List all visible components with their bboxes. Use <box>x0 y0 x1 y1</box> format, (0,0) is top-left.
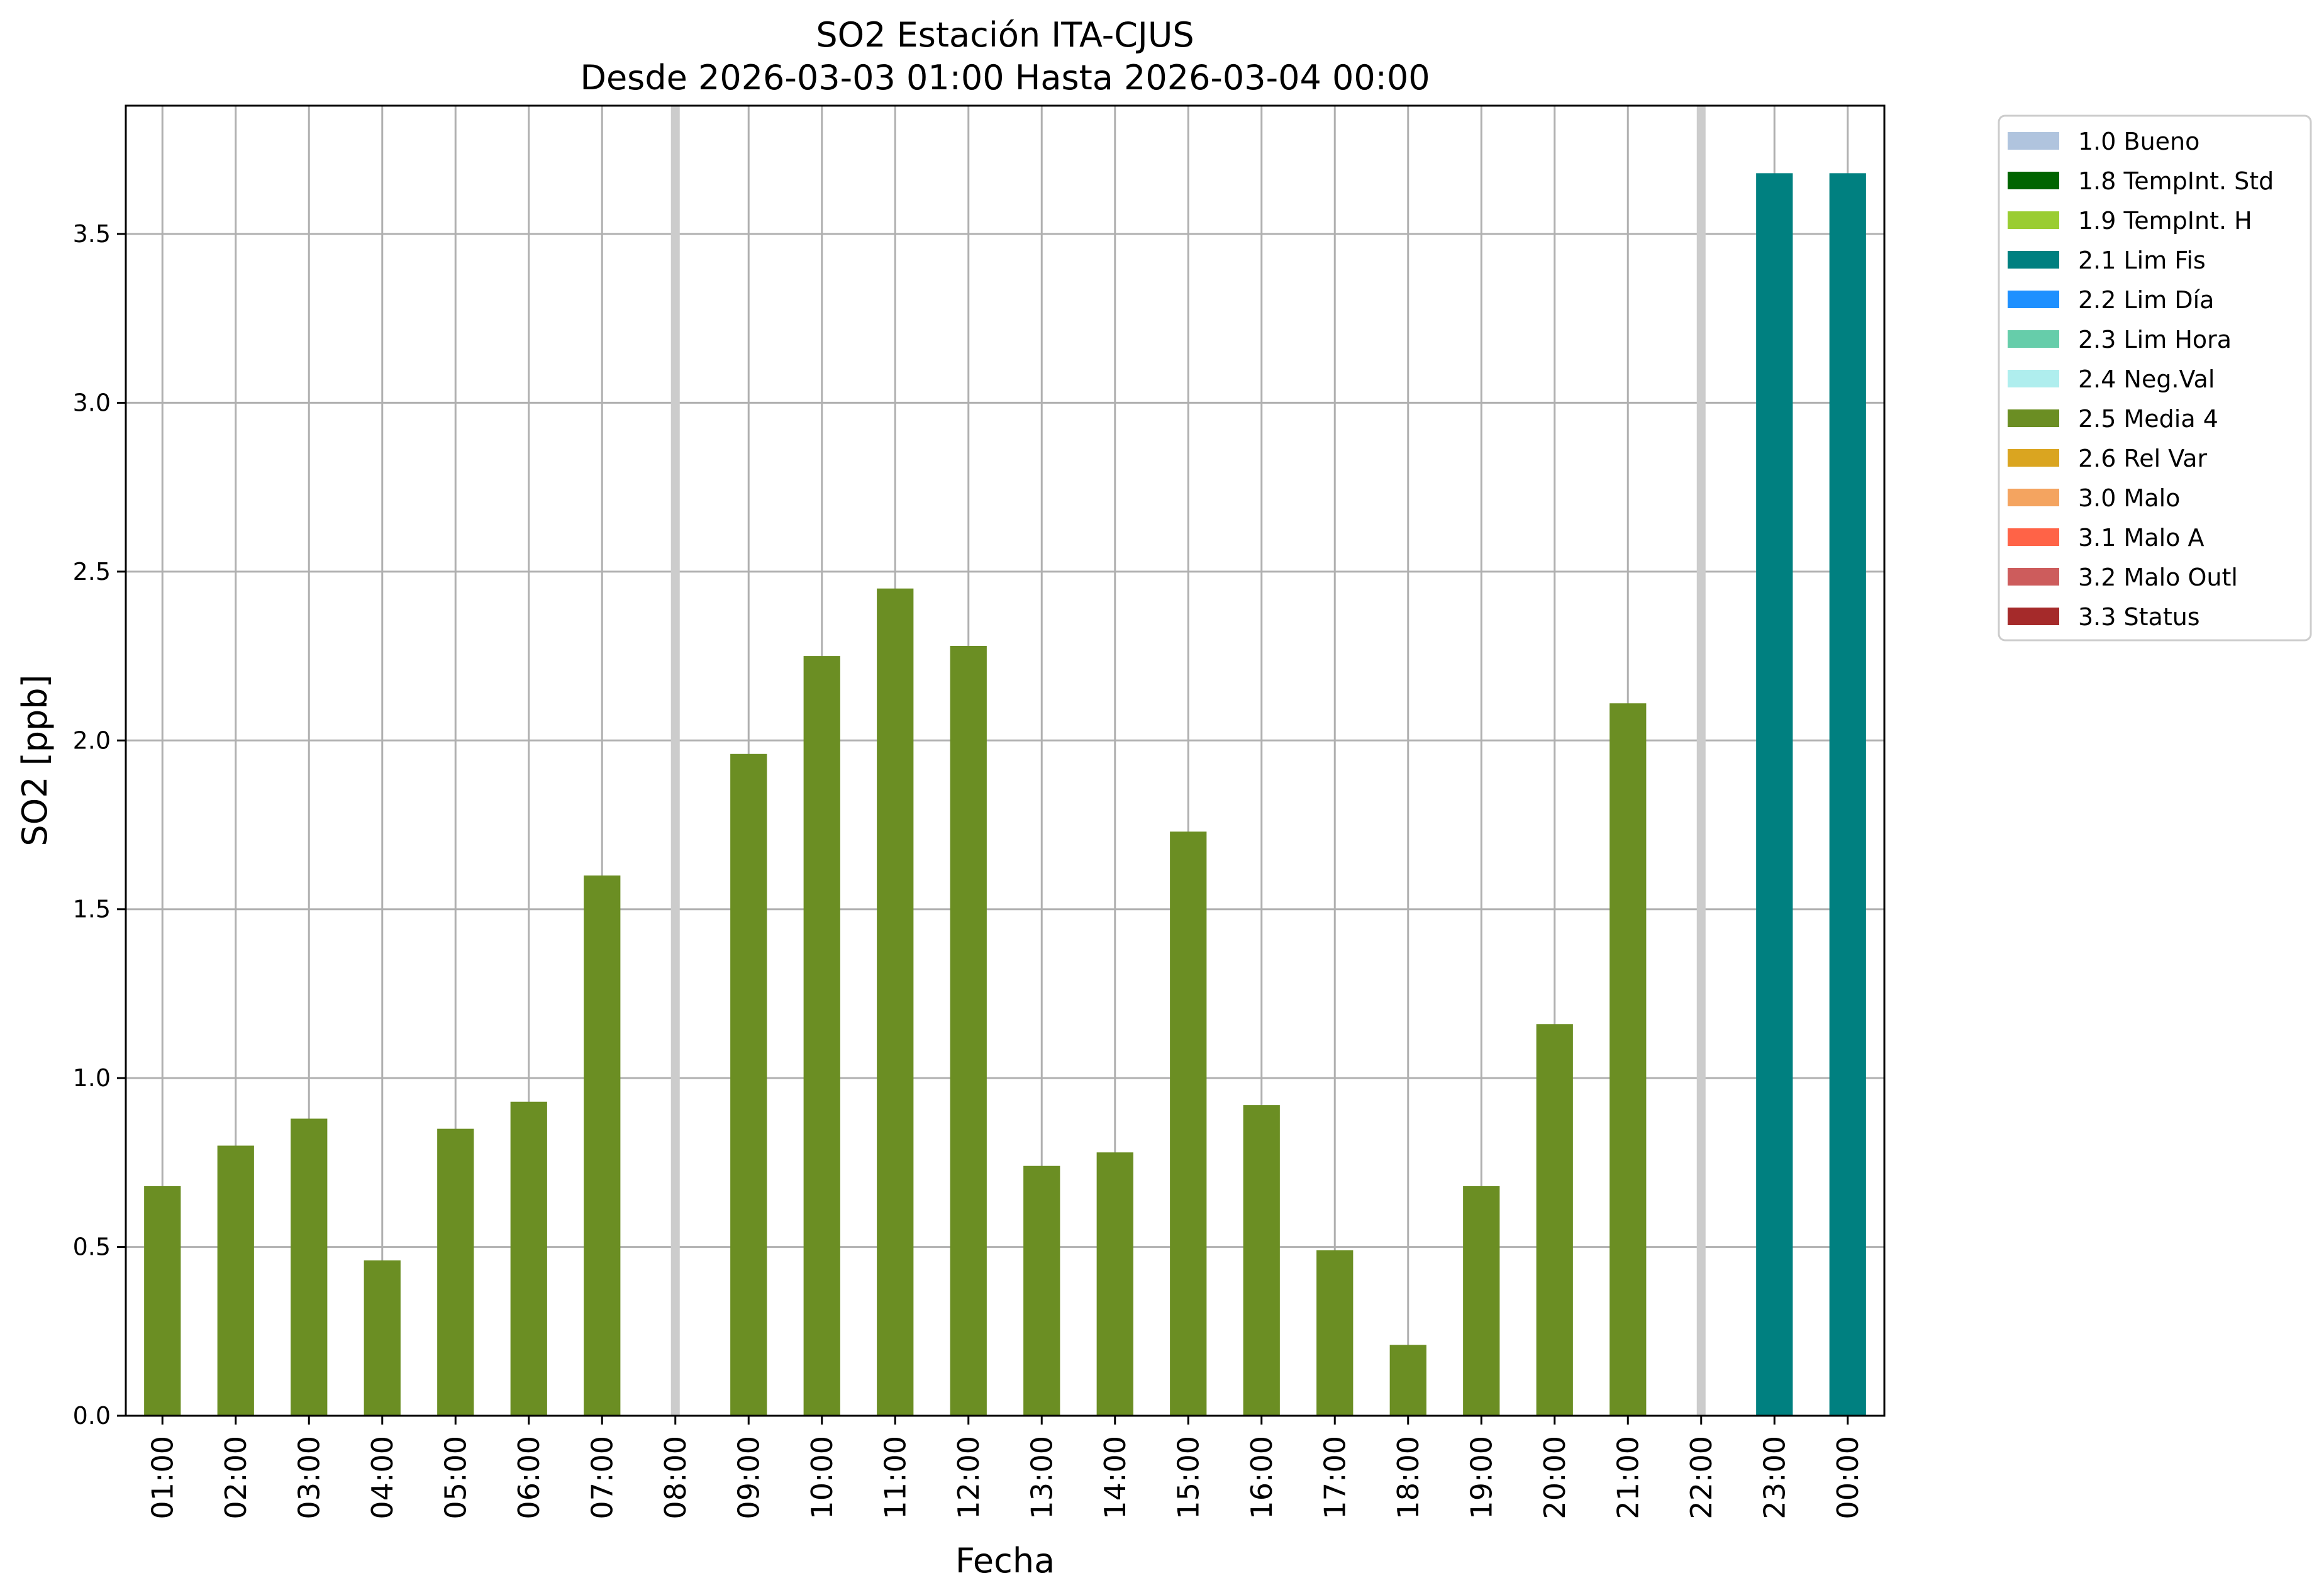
bars <box>144 173 1866 1416</box>
legend-entry: 3.3 Status <box>2078 603 2200 631</box>
bar-12:00 <box>950 645 987 1416</box>
bar-02:00 <box>217 1145 254 1416</box>
legend-entry: 1.9 TempInt. H <box>2078 207 2252 235</box>
bar-14:00 <box>1096 1152 1133 1416</box>
legend-swatch <box>2008 370 2059 387</box>
y-axis-ticks: 0.0 0.5 1.0 1.5 2.0 2.5 3.0 3.5 <box>73 220 126 1430</box>
legend-swatch <box>2008 409 2059 427</box>
x-tick-label: 19:00 <box>1464 1436 1498 1520</box>
legend-entry: 2.5 Media 4 <box>2078 405 2218 433</box>
y-tick-label: 0.0 <box>73 1402 111 1430</box>
bar-23:00 <box>1756 173 1793 1416</box>
x-tick-label: 04:00 <box>365 1436 399 1520</box>
legend-entry: 1.0 Bueno <box>2078 128 2199 155</box>
bar-21:00 <box>1610 703 1647 1416</box>
x-tick-label: 20:00 <box>1538 1436 1572 1520</box>
x-tick-label: 11:00 <box>878 1436 912 1520</box>
bar-03:00 <box>291 1118 328 1416</box>
x-tick-label: 16:00 <box>1245 1436 1279 1520</box>
x-tick-label: 22:00 <box>1684 1436 1718 1520</box>
bar-06:00 <box>510 1101 547 1416</box>
x-tick-label: 13:00 <box>1025 1436 1059 1520</box>
legend-entry: 2.4 Neg.Val <box>2078 365 2215 393</box>
bar-18:00 <box>1389 1345 1426 1416</box>
legend-swatch <box>2008 330 2059 348</box>
bar-15:00 <box>1170 831 1207 1416</box>
x-tick-label: 12:00 <box>952 1436 986 1520</box>
x-tick-label: 06:00 <box>512 1436 546 1520</box>
legend-swatch <box>2008 211 2059 229</box>
bar-16:00 <box>1243 1105 1280 1416</box>
y-tick-label: 1.5 <box>73 896 111 923</box>
chart-title: SO2 Estación ITA-CJUS <box>816 15 1194 55</box>
x-tick-label: 05:00 <box>438 1436 472 1520</box>
bar-09:00 <box>730 753 767 1416</box>
legend-swatch <box>2008 528 2059 546</box>
y-tick-label: 3.0 <box>73 389 111 416</box>
x-tick-label: 23:00 <box>1757 1436 1791 1520</box>
x-axis-ticks: 01:00 02:00 03:00 04:00 05:00 06:00 07:00 08:00… <box>145 1416 1865 1520</box>
x-tick-label: 03:00 <box>292 1436 326 1520</box>
chart-subtitle: Desde 2026-03-03 01:00 Hasta 2026-03-04 … <box>580 58 1430 97</box>
bar-11:00 <box>877 588 914 1416</box>
missing-data-markers <box>670 106 1706 1416</box>
legend-entry: 2.1 Lim Fis <box>2078 247 2206 274</box>
bar-07:00 <box>584 875 621 1416</box>
legend-entry: 1.8 TempInt. Std <box>2078 167 2274 195</box>
x-tick-label: 15:00 <box>1171 1436 1205 1520</box>
y-tick-label: 3.5 <box>73 220 111 248</box>
legend-entry: 3.2 Malo Outl <box>2078 564 2238 591</box>
x-tick-label: 09:00 <box>731 1436 765 1520</box>
legend-swatch <box>2008 449 2059 467</box>
legend-swatch <box>2008 568 2059 586</box>
missing-value-marker <box>670 106 680 1416</box>
legend-swatch <box>2008 608 2059 625</box>
bar-10:00 <box>803 656 840 1416</box>
bar-19:00 <box>1463 1186 1500 1416</box>
plot-area <box>125 104 1886 1417</box>
x-tick-label: 01:00 <box>145 1436 179 1520</box>
legend-swatch <box>2008 489 2059 506</box>
y-tick-label: 2.5 <box>73 558 111 586</box>
x-tick-label: 08:00 <box>659 1436 692 1520</box>
x-tick-label: 14:00 <box>1098 1436 1132 1520</box>
y-tick-label: 0.5 <box>73 1233 111 1261</box>
x-tick-label: 21:00 <box>1611 1436 1645 1520</box>
x-tick-label: 07:00 <box>585 1436 619 1520</box>
legend-swatch <box>2008 132 2059 150</box>
missing-value-marker <box>1696 106 1706 1416</box>
legend-entry: 2.3 Lim Hora <box>2078 326 2232 353</box>
legend-swatch <box>2008 251 2059 269</box>
bar-04:00 <box>364 1260 401 1416</box>
bar-17:00 <box>1316 1250 1354 1416</box>
x-tick-label: 17:00 <box>1318 1436 1352 1520</box>
x-tick-label: 02:00 <box>219 1436 253 1520</box>
bar-13:00 <box>1023 1165 1060 1416</box>
bar-05:00 <box>437 1128 474 1416</box>
bar-01:00 <box>144 1186 181 1416</box>
bar-00:00 <box>1829 173 1866 1416</box>
bar-20:00 <box>1536 1024 1573 1416</box>
x-axis-label: Fecha <box>955 1541 1055 1581</box>
legend: 1.0 Bueno 1.8 TempInt. Std 1.9 TempInt. H 2… <box>1998 114 2312 642</box>
x-tick-label: 00:00 <box>1831 1436 1865 1520</box>
legend-entry: 2.2 Lim Día <box>2078 286 2214 314</box>
legend-swatch <box>2008 291 2059 308</box>
y-axis-label: SO2 [ppb] <box>15 674 55 846</box>
legend-entry: 3.0 Malo <box>2078 484 2180 512</box>
legend-swatch <box>2008 172 2059 189</box>
legend-entry: 3.1 Malo A <box>2078 524 2204 552</box>
x-tick-label: 18:00 <box>1391 1436 1425 1520</box>
y-tick-label: 2.0 <box>73 726 111 754</box>
y-tick-label: 1.0 <box>73 1064 111 1092</box>
legend-entry: 2.6 Rel Var <box>2078 445 2208 472</box>
x-tick-label: 10:00 <box>805 1436 839 1520</box>
